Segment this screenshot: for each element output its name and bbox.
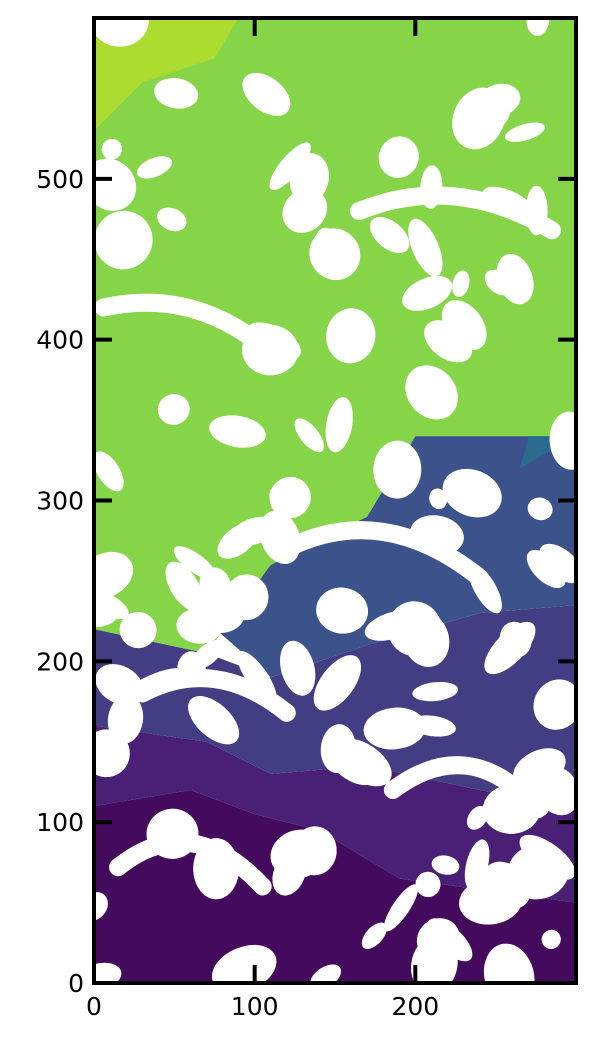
mask-blob — [217, 522, 259, 559]
y-tick-label: 400 — [36, 326, 84, 355]
mask-band — [350, 186, 561, 240]
mask-blob — [412, 681, 459, 702]
mask-blob — [363, 707, 426, 750]
x-tick-label: 100 — [231, 992, 279, 1021]
mask-blob — [94, 451, 124, 492]
mask-band — [109, 833, 272, 896]
mask-blob — [101, 138, 122, 160]
mask-band — [383, 756, 547, 819]
mask-blob — [269, 485, 292, 505]
mask-blob — [504, 122, 546, 142]
mask-blob — [94, 551, 134, 599]
mask-blob — [364, 610, 421, 641]
mask-blob — [94, 584, 129, 620]
mask-blob — [402, 275, 453, 311]
mask-blob — [188, 696, 240, 745]
mask-blob — [94, 962, 122, 983]
mask-blob — [369, 216, 410, 254]
mask-blob — [209, 415, 266, 448]
mask-blob — [405, 365, 458, 420]
mask-blob — [94, 158, 137, 211]
y-tick-label: 100 — [36, 808, 84, 837]
masked-holes — [94, 18, 576, 983]
mask-blob — [361, 922, 387, 950]
mask-band — [133, 669, 296, 722]
mask-blob — [411, 934, 458, 983]
x-tick-label: 200 — [391, 992, 439, 1021]
mask-band — [94, 293, 272, 356]
y-tick-label: 500 — [36, 165, 84, 194]
axis-ticks: 0 100 200 0 100 200 300 400 500 — [36, 18, 576, 1021]
mask-blob — [325, 397, 353, 453]
mask-blob — [119, 611, 157, 649]
mask-blob — [136, 156, 173, 179]
mask-blob — [477, 83, 521, 117]
mask-blob — [415, 871, 441, 898]
mask-blob — [373, 440, 422, 499]
y-tick-label: 0 — [68, 969, 84, 998]
mask-blob — [429, 488, 448, 510]
mask-blob — [326, 308, 376, 364]
mask-band — [277, 521, 489, 587]
mask-blob — [526, 549, 566, 589]
mask-blob — [294, 418, 325, 453]
y-tick-label: 200 — [36, 647, 84, 676]
mask-blob — [280, 640, 316, 696]
mask-blob — [482, 861, 531, 909]
region-top-left-yellow — [94, 18, 239, 131]
mask-blob — [533, 679, 576, 730]
mask-blob — [94, 210, 153, 270]
y-tick-label: 300 — [36, 487, 84, 516]
mask-blob — [94, 892, 108, 921]
mask-blob — [173, 546, 216, 580]
mask-blob — [466, 805, 489, 830]
mask-blob — [549, 411, 576, 470]
mask-blob — [328, 749, 375, 786]
x-tick-label: 0 — [86, 992, 102, 1021]
mask-blob — [536, 766, 576, 816]
mask-blob — [270, 829, 328, 879]
mask-blob — [316, 587, 369, 634]
mask-blob — [157, 207, 187, 232]
mask-blob — [176, 608, 222, 644]
mask-blob — [483, 943, 535, 983]
region-lower-purple — [94, 725, 576, 903]
mask-blob — [242, 72, 291, 116]
mask-blob — [408, 218, 443, 277]
mask-blob — [282, 188, 328, 233]
mask-blob — [442, 468, 502, 518]
mask-blob — [519, 834, 576, 880]
mask-blob — [310, 964, 342, 983]
mask-blob — [313, 655, 362, 711]
mask-blob — [541, 929, 561, 949]
mask-blob — [484, 269, 514, 296]
mask-blob — [269, 142, 311, 190]
mask-blob — [484, 621, 536, 675]
mask-blob — [383, 884, 419, 932]
mask-blob — [309, 228, 361, 281]
mask-blob — [452, 270, 470, 298]
mask-blob — [154, 77, 199, 109]
mask-blob — [157, 393, 190, 425]
mask-blob — [95, 664, 144, 705]
mask-blob — [378, 136, 419, 179]
mask-blob — [527, 497, 553, 521]
mask-blob — [539, 543, 576, 584]
mask-blob — [224, 574, 269, 621]
mask-blob — [107, 694, 144, 744]
mask-blob — [431, 855, 460, 875]
mask-blob — [441, 300, 487, 351]
